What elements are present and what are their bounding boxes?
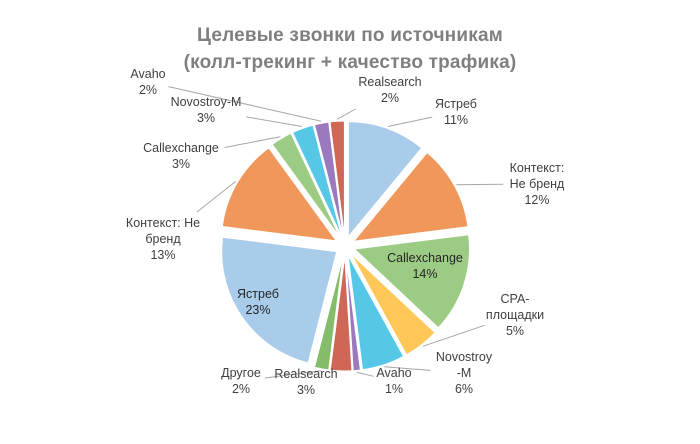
- pie-slice-2-callexchange: [353, 234, 470, 329]
- pie-slice-11-novostroy-m: [291, 124, 343, 237]
- pie-slice-1-контекст-не-бренд: [352, 151, 469, 242]
- chart-title-line1: Целевые звонки по источникам: [197, 25, 503, 46]
- leader-line: [168, 86, 322, 122]
- pie-slice-12-avaho: [313, 121, 344, 237]
- leader-line: [422, 324, 485, 347]
- leader-line: [196, 181, 237, 213]
- leader-line: [384, 366, 431, 371]
- pie-slice-10-callexchange: [271, 132, 341, 238]
- pie-slice-3-cpa-площадки: [350, 253, 436, 356]
- pie-slice-4-novostroy-m: [347, 255, 405, 371]
- pie-slice-13-realsearch: [329, 120, 345, 237]
- leader-line: [387, 116, 433, 127]
- pie-slice-6-realsearch: [329, 255, 353, 372]
- leader-line: [264, 370, 322, 379]
- leader-line: [336, 108, 356, 120]
- pie-slice-9-контекст-не-бренд: [221, 147, 338, 242]
- leader-line: [224, 136, 281, 148]
- chart-title-line2: (колл-трекинг + качество трафика): [183, 52, 517, 73]
- pie-slice-0-ястреб: [347, 121, 423, 238]
- pie-slice-8-ястреб: [221, 236, 338, 364]
- pie-slice-5-avaho: [345, 255, 361, 372]
- leader-line: [246, 116, 303, 127]
- chart-title: Целевые звонки по источникам (колл-треки…: [0, 22, 700, 76]
- leader-line: [456, 183, 504, 186]
- pie-slice-7-другое: [313, 255, 344, 371]
- leader-line: [356, 371, 374, 377]
